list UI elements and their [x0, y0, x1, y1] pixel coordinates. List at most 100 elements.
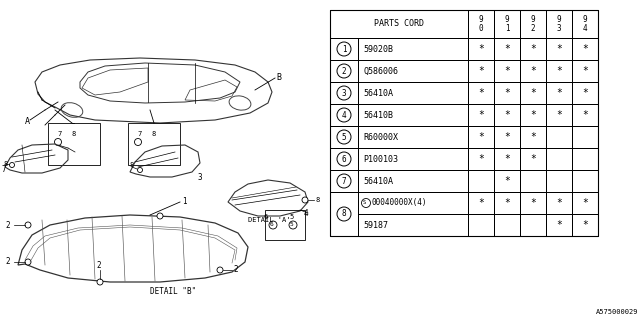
Text: 59187: 59187: [363, 220, 388, 229]
Text: *: *: [478, 198, 484, 208]
Circle shape: [157, 213, 163, 219]
Text: *: *: [504, 66, 510, 76]
Text: *: *: [504, 176, 510, 186]
Text: 7: 7: [342, 177, 346, 186]
Text: 5: 5: [289, 222, 293, 228]
Text: *: *: [556, 88, 562, 98]
Bar: [520, 82, 546, 104]
Bar: [330, 38, 358, 60]
Bar: [330, 10, 468, 38]
Bar: [468, 214, 494, 236]
Text: DETAIL "B": DETAIL "B": [150, 287, 196, 297]
Bar: [572, 126, 598, 148]
Bar: [468, 82, 494, 104]
Bar: [358, 192, 468, 214]
Bar: [468, 10, 494, 38]
Bar: [572, 214, 598, 236]
Text: PARTS CORD: PARTS CORD: [374, 20, 424, 28]
Bar: [546, 38, 572, 60]
Text: 9
1: 9 1: [505, 15, 509, 33]
Text: 2: 2: [342, 67, 346, 76]
Bar: [330, 104, 358, 126]
Bar: [330, 170, 358, 192]
Bar: [546, 192, 572, 214]
Text: *: *: [530, 44, 536, 54]
Bar: [468, 170, 494, 192]
Text: *: *: [478, 154, 484, 164]
Bar: [572, 192, 598, 214]
Bar: [572, 170, 598, 192]
Circle shape: [10, 163, 15, 167]
Text: *: *: [556, 44, 562, 54]
Text: 8: 8: [3, 161, 7, 167]
Text: *: *: [478, 66, 484, 76]
Text: 6: 6: [269, 222, 273, 228]
Bar: [494, 60, 520, 82]
Bar: [572, 60, 598, 82]
Bar: [468, 192, 494, 214]
Bar: [358, 82, 468, 104]
Text: 7: 7: [57, 131, 61, 137]
Bar: [546, 170, 572, 192]
Text: 9
3: 9 3: [557, 15, 561, 33]
Bar: [520, 148, 546, 170]
Text: Q586006: Q586006: [363, 67, 398, 76]
Text: 2: 2: [6, 258, 10, 267]
Text: *: *: [530, 66, 536, 76]
Text: 7: 7: [2, 165, 6, 174]
Bar: [48, 123, 100, 165]
Text: 9
4: 9 4: [582, 15, 588, 33]
Text: 5: 5: [342, 132, 346, 141]
Text: S: S: [362, 201, 365, 205]
Text: 8: 8: [152, 131, 156, 137]
Bar: [494, 82, 520, 104]
Text: *: *: [478, 132, 484, 142]
Bar: [494, 104, 520, 126]
Text: 7: 7: [137, 131, 141, 137]
Text: *: *: [582, 44, 588, 54]
Bar: [520, 104, 546, 126]
Text: *: *: [582, 220, 588, 230]
Text: A575000029: A575000029: [595, 309, 638, 315]
Text: A: A: [25, 117, 30, 126]
Bar: [494, 170, 520, 192]
Bar: [546, 60, 572, 82]
Text: 9
2: 9 2: [531, 15, 535, 33]
Bar: [330, 60, 358, 82]
Bar: [572, 38, 598, 60]
Text: *: *: [530, 132, 536, 142]
Bar: [265, 210, 305, 240]
Bar: [494, 10, 520, 38]
Bar: [520, 38, 546, 60]
Text: DETAIL 'A': DETAIL 'A': [248, 217, 291, 223]
Bar: [494, 214, 520, 236]
Text: *: *: [504, 154, 510, 164]
Bar: [546, 214, 572, 236]
Text: *: *: [504, 110, 510, 120]
Bar: [330, 192, 358, 236]
Bar: [572, 148, 598, 170]
Bar: [572, 10, 598, 38]
Text: R60000X: R60000X: [363, 132, 398, 141]
Bar: [330, 126, 358, 148]
Bar: [546, 82, 572, 104]
Circle shape: [25, 259, 31, 265]
Text: 8: 8: [72, 131, 76, 137]
Text: *: *: [504, 44, 510, 54]
Bar: [546, 148, 572, 170]
Text: *: *: [582, 198, 588, 208]
Bar: [358, 148, 468, 170]
Text: 4: 4: [304, 209, 308, 218]
Bar: [358, 104, 468, 126]
Circle shape: [138, 167, 143, 172]
Text: *: *: [556, 198, 562, 208]
Text: 4: 4: [342, 110, 346, 119]
Text: *: *: [530, 110, 536, 120]
Bar: [572, 104, 598, 126]
Bar: [520, 192, 546, 214]
Text: 6: 6: [263, 214, 268, 220]
Bar: [520, 126, 546, 148]
Bar: [520, 214, 546, 236]
Circle shape: [97, 279, 103, 285]
Bar: [520, 170, 546, 192]
